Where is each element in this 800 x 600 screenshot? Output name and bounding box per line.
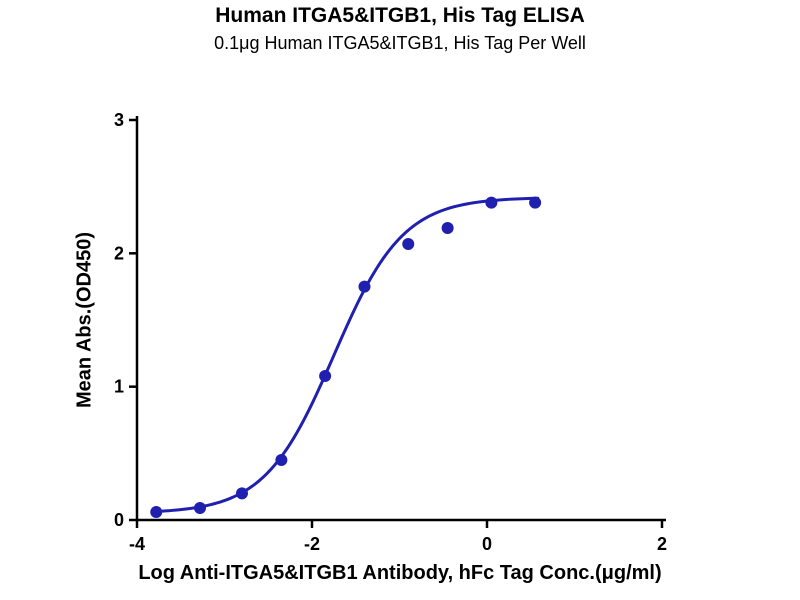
y-tick-label: 0 bbox=[114, 510, 124, 530]
chart-subtitle: 0.1μg Human ITGA5&ITGB1, His Tag Per Wel… bbox=[214, 33, 586, 53]
data-point bbox=[236, 487, 248, 500]
data-point bbox=[402, 238, 415, 250]
data-point bbox=[319, 370, 332, 382]
data-point bbox=[485, 196, 498, 209]
chart-title: Human ITGA5&ITGB1, His Tag ELISA bbox=[215, 4, 585, 27]
x-axis-label: Log Anti-ITGA5&ITGB1 Antibody, hFc Tag C… bbox=[138, 562, 662, 584]
x-tick-label: 0 bbox=[482, 534, 492, 554]
y-tick-label: 3 bbox=[114, 110, 124, 130]
x-tick-label: -4 bbox=[129, 534, 145, 554]
data-point bbox=[358, 280, 371, 293]
x-tick-label: -2 bbox=[304, 534, 320, 554]
data-point bbox=[150, 506, 163, 518]
y-tick-label: 1 bbox=[114, 377, 124, 397]
data-point bbox=[529, 196, 542, 209]
data-point bbox=[194, 502, 206, 514]
data-point bbox=[275, 454, 288, 466]
fit-curve bbox=[151, 196, 540, 514]
data-point bbox=[441, 222, 454, 234]
x-tick-label: 2 bbox=[657, 534, 667, 554]
y-tick-label: 2 bbox=[114, 243, 124, 263]
